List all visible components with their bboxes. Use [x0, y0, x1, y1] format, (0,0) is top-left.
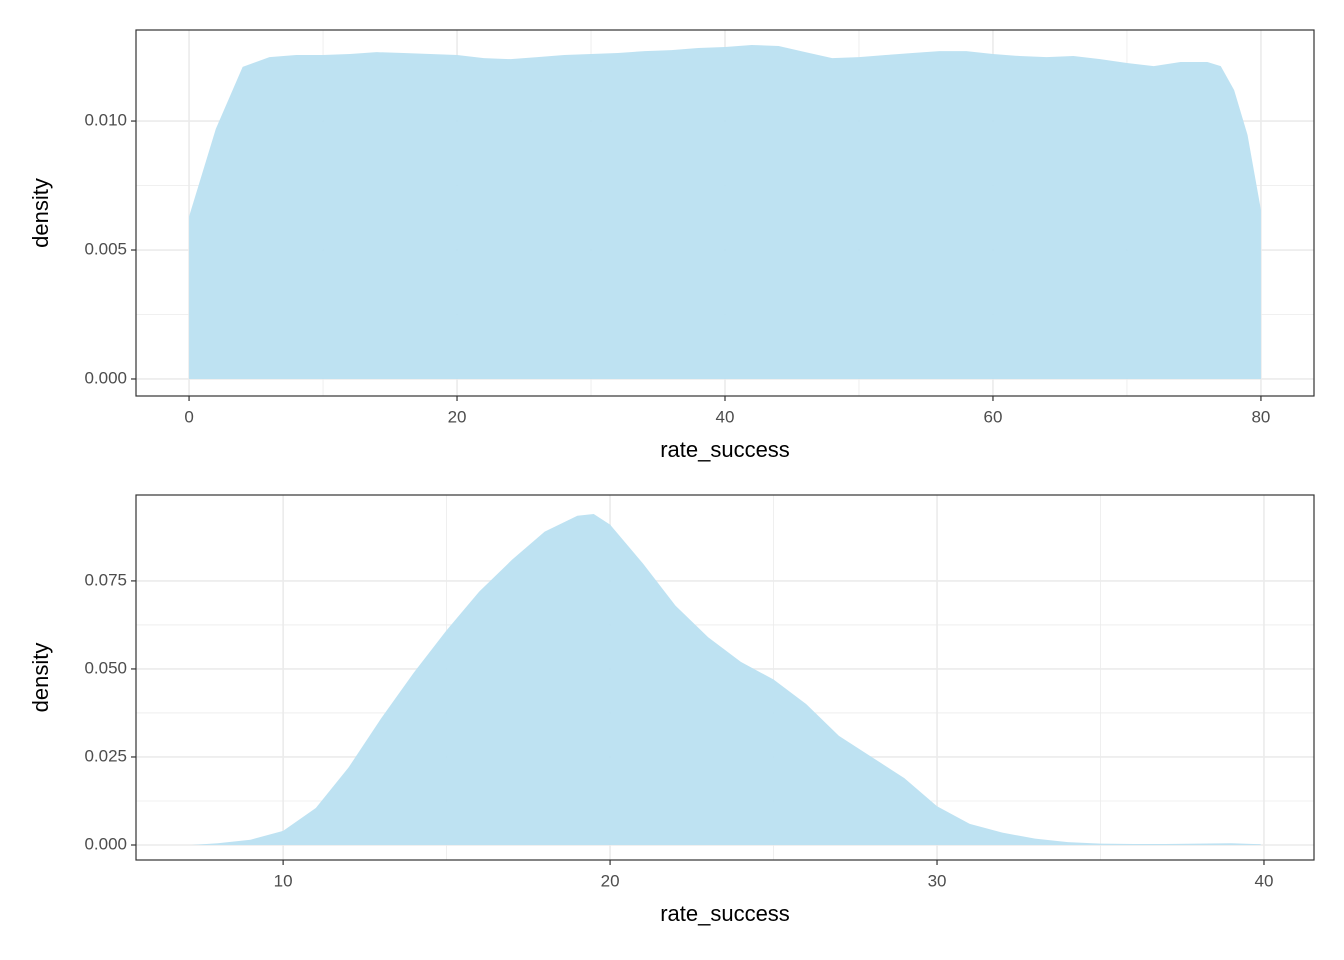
panel-border	[135, 494, 1315, 861]
y-axis-title: density	[28, 643, 53, 713]
x-tick-label: 10	[274, 871, 293, 890]
x-tick-label: 40	[716, 407, 735, 426]
x-axis-title: rate_success	[660, 901, 790, 926]
x-tick-label: 30	[928, 871, 947, 890]
y-tick-label: 0.025	[84, 746, 127, 765]
x-axis-title: rate_success	[660, 437, 790, 462]
y-tick-label: 0.000	[84, 834, 127, 853]
x-tick-label: 0	[184, 407, 193, 426]
y-tick-label: 0.005	[84, 239, 127, 258]
y-tick-label: 0.000	[84, 368, 127, 387]
x-tick-label: 20	[448, 407, 467, 426]
x-tick-label: 60	[984, 407, 1003, 426]
y-tick-label: 0.075	[84, 570, 127, 589]
y-tick-label: 0.050	[84, 658, 127, 677]
density-area	[189, 44, 1261, 379]
x-tick-label: 40	[1255, 871, 1274, 890]
x-tick-label: 20	[601, 871, 620, 890]
y-tick-label: 0.010	[84, 111, 127, 130]
y-axis-title: density	[28, 178, 53, 248]
density-area	[191, 514, 1261, 845]
x-tick-label: 80	[1251, 407, 1270, 426]
